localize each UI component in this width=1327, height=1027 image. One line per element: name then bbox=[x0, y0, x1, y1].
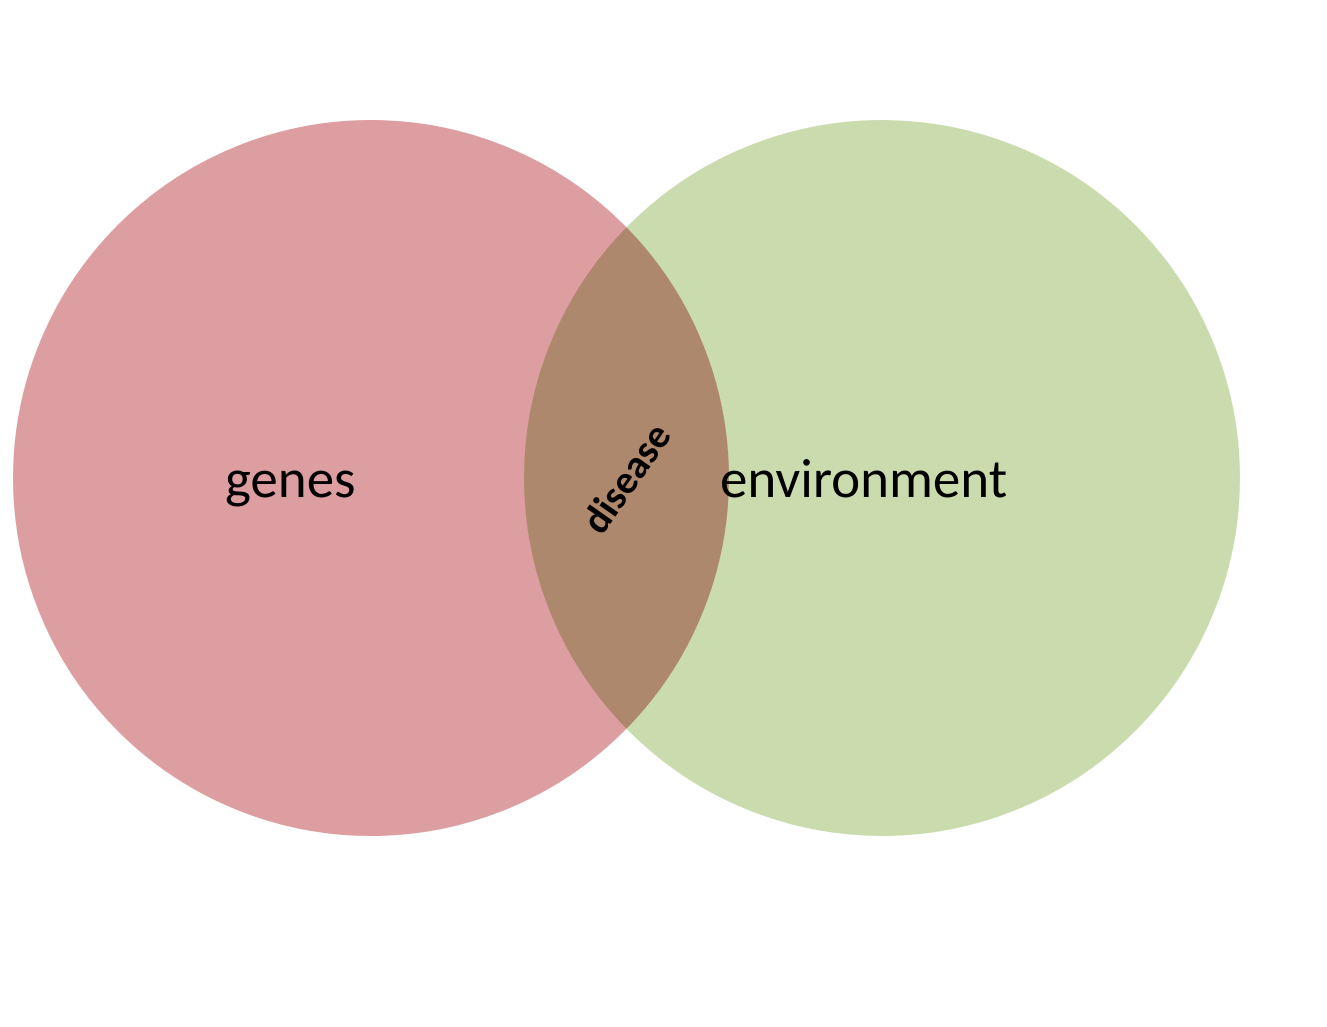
venn-diagram: genes environment disease bbox=[0, 0, 1327, 1027]
label-environment: environment bbox=[720, 445, 1007, 512]
label-genes: genes bbox=[225, 445, 356, 512]
